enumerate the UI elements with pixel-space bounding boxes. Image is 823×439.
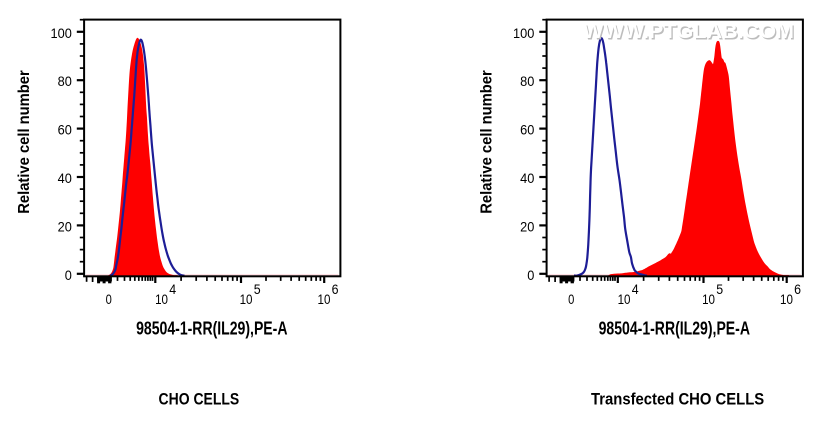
svg-text:6: 6 xyxy=(794,281,801,297)
svg-text:80: 80 xyxy=(58,73,72,89)
svg-text:98504-1-RR(IL29),PE-A: 98504-1-RR(IL29),PE-A xyxy=(599,319,750,339)
svg-text:Relative cell number: Relative cell number xyxy=(479,70,496,214)
svg-text:Relative cell number: Relative cell number xyxy=(16,70,33,214)
svg-text:WWW.PTGLAB.COM: WWW.PTGLAB.COM xyxy=(584,22,795,44)
svg-text:60: 60 xyxy=(520,122,534,138)
svg-text:0: 0 xyxy=(106,291,112,307)
svg-text:20: 20 xyxy=(58,218,72,234)
svg-text:10: 10 xyxy=(240,291,253,307)
svg-text:0: 0 xyxy=(65,267,72,283)
svg-text:10: 10 xyxy=(702,291,715,307)
svg-text:5: 5 xyxy=(716,281,723,297)
svg-text:40: 40 xyxy=(58,170,72,186)
svg-text:98504-1-RR(IL29),PE-A: 98504-1-RR(IL29),PE-A xyxy=(136,319,287,339)
svg-text:100: 100 xyxy=(51,25,72,41)
svg-text:5: 5 xyxy=(254,281,261,297)
svg-text:6: 6 xyxy=(332,281,339,297)
svg-text:10: 10 xyxy=(780,291,793,307)
svg-text:4: 4 xyxy=(169,281,176,297)
svg-text:20: 20 xyxy=(520,218,534,234)
svg-text:CHO CELLS: CHO CELLS xyxy=(159,390,240,409)
svg-text:Transfected CHO CELLS: Transfected CHO CELLS xyxy=(591,390,764,409)
svg-text:10: 10 xyxy=(318,291,331,307)
svg-text:0: 0 xyxy=(568,291,574,307)
svg-text:4: 4 xyxy=(632,281,639,297)
svg-text:0: 0 xyxy=(527,267,534,283)
svg-text:10: 10 xyxy=(155,291,168,307)
svg-text:80: 80 xyxy=(520,73,534,89)
svg-text:100: 100 xyxy=(513,25,534,41)
svg-text:WWW.PTGLAB.COM: WWW.PTGLAB.COM xyxy=(583,21,794,43)
svg-text:40: 40 xyxy=(520,170,534,186)
svg-text:60: 60 xyxy=(58,122,72,138)
svg-text:10: 10 xyxy=(618,291,631,307)
